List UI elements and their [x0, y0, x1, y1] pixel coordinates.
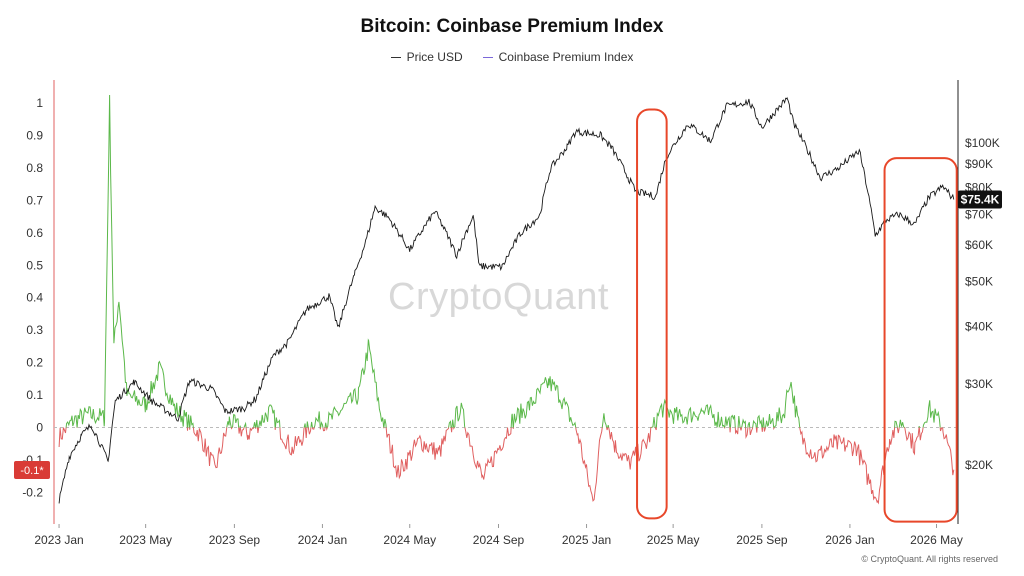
current-premium-badge: [14, 461, 50, 479]
legend-item-price[interactable]: Price USD: [390, 50, 463, 64]
x-tick-label: 2024 Jan: [298, 533, 347, 547]
watermark: CryptoQuant: [388, 276, 609, 318]
y-right-tick-label: $70K: [965, 207, 993, 221]
chart-legend: Price USD Coinbase Premium Index: [0, 50, 1024, 64]
y-right-tick-label: $30K: [965, 377, 993, 391]
y-right-tick-label: $60K: [965, 238, 993, 252]
current-price-label: $75.4K: [961, 192, 1000, 206]
y-left-tick-label: 0.9: [26, 128, 43, 142]
x-tick-label: 2025 Jan: [562, 533, 611, 547]
y-left-tick-label: 0.1: [26, 388, 43, 402]
legend-swatch-price: [390, 56, 401, 58]
y-left-tick-label: 0.7: [26, 193, 43, 207]
annotation-box-1: [636, 108, 668, 520]
y-left-tick-label: 0.6: [26, 226, 43, 240]
chart-title: Bitcoin: Coinbase Premium Index: [360, 16, 664, 37]
legend-label-premium: Coinbase Premium Index: [498, 50, 634, 64]
x-tick-label: 2025 Sep: [736, 533, 788, 547]
x-tick-label: 2023 Jan: [34, 533, 83, 547]
axis-labels: 10.90.80.70.60.50.40.30.20.10-0.1-0.2$10…: [22, 96, 999, 547]
current-value-badges: $75.4K -0.1*: [14, 190, 1002, 479]
premium-line-negative: [58, 427, 955, 505]
x-tick-label: 2024 May: [383, 533, 436, 547]
x-tick-label: 2023 Sep: [209, 533, 261, 547]
y-left-tick-label: 0.3: [26, 323, 43, 337]
legend-swatch-premium: [482, 56, 493, 58]
y-left-tick-label: 0.4: [26, 291, 43, 305]
premium-line-positive: [63, 94, 943, 428]
y-left-tick-label: -0.2: [22, 485, 43, 499]
current-price-badge: [958, 190, 1002, 209]
y-right-tick-label: $40K: [965, 319, 993, 333]
legend-label-price: Price USD: [406, 50, 463, 64]
price-line: [58, 96, 955, 504]
y-left-tick-label: 0.5: [26, 258, 43, 272]
x-tick-label: 2025 May: [647, 533, 700, 547]
current-premium-label: -0.1*: [20, 465, 44, 477]
copyright-notice: © CryptoQuant. All rights reserved: [861, 554, 998, 564]
x-tick-label: 2023 May: [119, 533, 172, 547]
y-right-tick-label: $100K: [965, 136, 1000, 150]
x-tick-label: 2026 Jan: [825, 533, 874, 547]
x-tick-label: 2026 May: [910, 533, 963, 547]
y-right-tick-label: $90K: [965, 157, 993, 171]
legend-item-premium[interactable]: Coinbase Premium Index: [482, 50, 634, 64]
price-series: [58, 96, 955, 504]
x-tick-label: 2024 Sep: [473, 533, 525, 547]
y-left-tick-label: 0.2: [26, 356, 43, 370]
y-left-tick-label: 0.8: [26, 161, 43, 175]
y-right-tick-label: $50K: [965, 275, 993, 289]
y-left-tick-label: 1: [36, 96, 43, 110]
chart-axes: [53, 80, 959, 528]
y-right-tick-label: $20K: [965, 458, 993, 472]
annotation-box-2: [883, 157, 958, 523]
premium-series: [58, 94, 955, 505]
y-left-tick-label: 0: [36, 421, 43, 435]
annotation-boxes: [636, 108, 958, 523]
